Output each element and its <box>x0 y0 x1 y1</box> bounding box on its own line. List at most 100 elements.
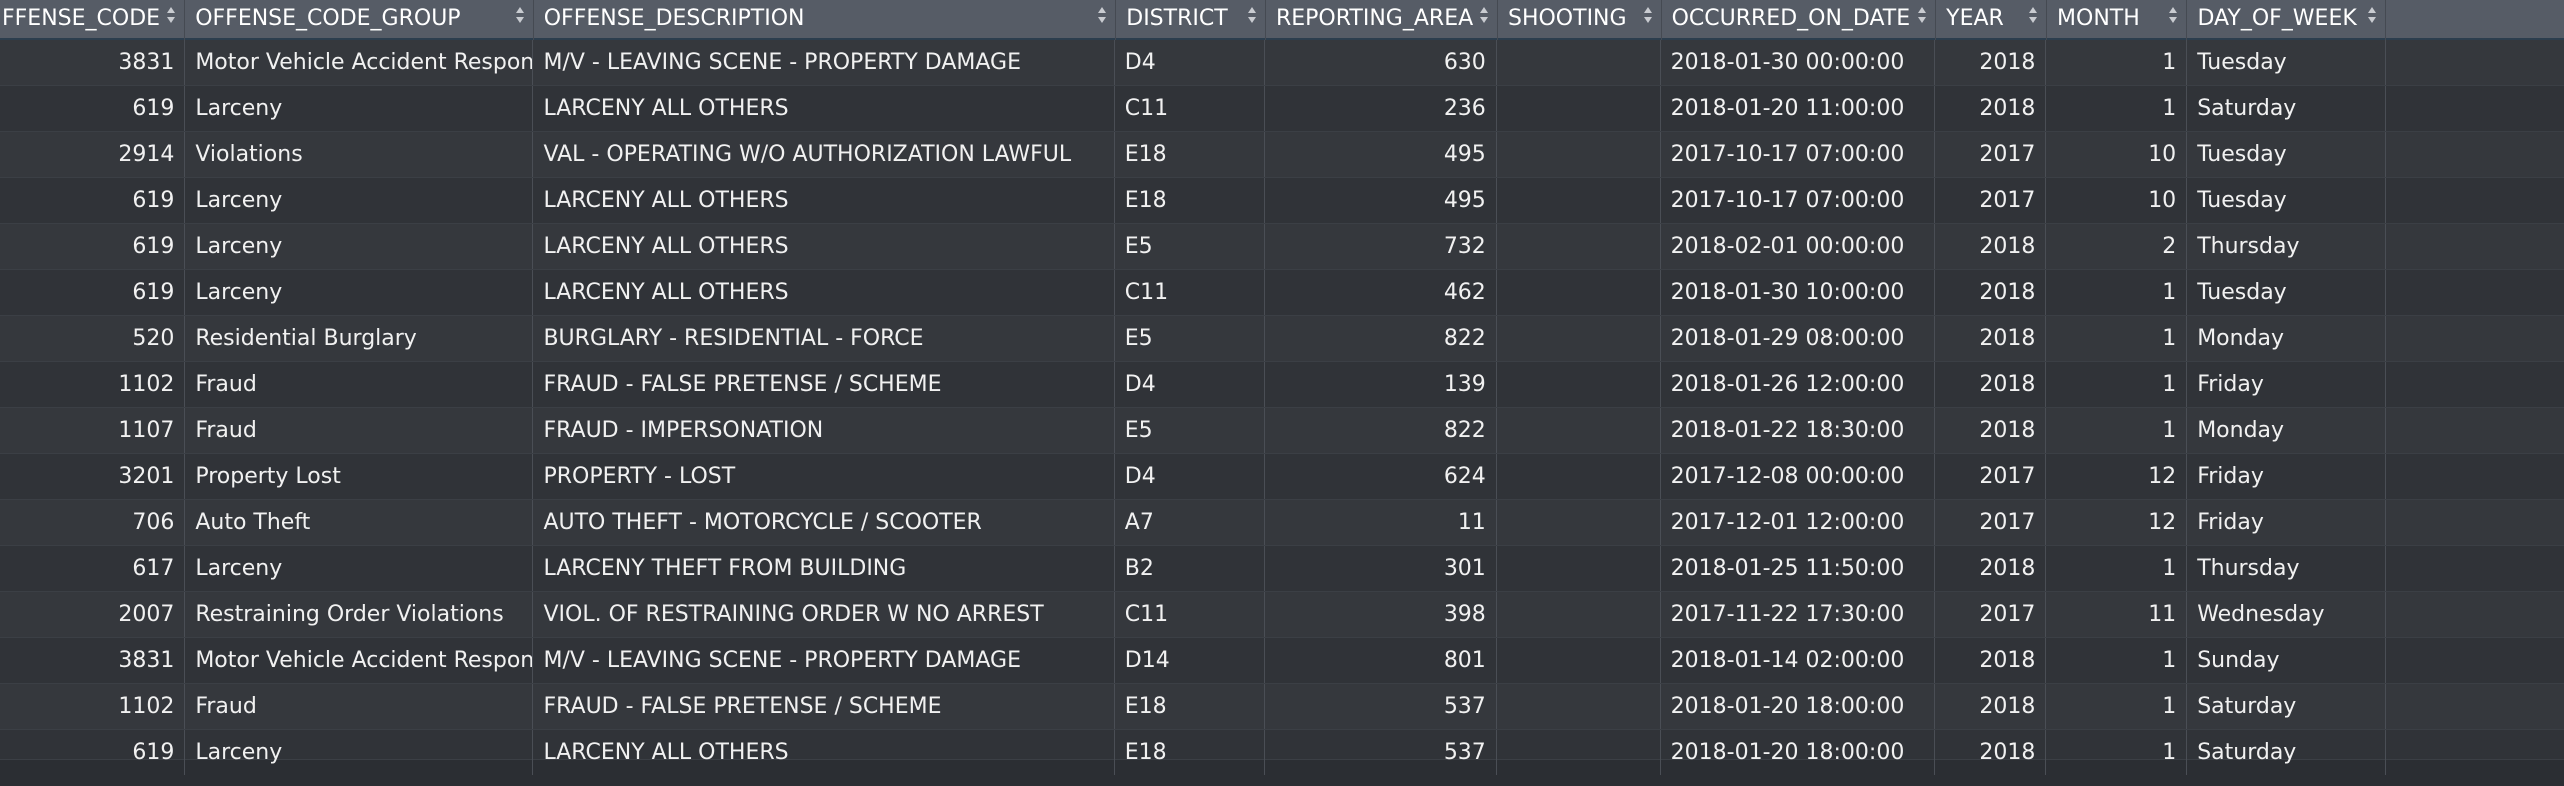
cell-shooting[interactable] <box>1497 638 1661 683</box>
cell-reporting-area[interactable]: 537 <box>1265 730 1497 775</box>
cell-offense-code-group[interactable]: Motor Vehicle Accident Response <box>185 40 534 85</box>
cell-shooting[interactable] <box>1497 500 1661 545</box>
cell-extra[interactable] <box>2386 408 2564 453</box>
cell-offense-description[interactable]: VIOL. OF RESTRAINING ORDER W NO ARREST <box>533 592 1115 637</box>
cell-offense-code[interactable]: 619 <box>0 86 186 131</box>
cell-district[interactable]: D4 <box>1115 40 1265 85</box>
cell-offense-code-group[interactable]: Larceny <box>185 546 534 591</box>
cell-shooting[interactable] <box>1497 132 1661 177</box>
column-header-occurred-on-date[interactable]: OCCURRED_ON_DATE <box>1662 0 1937 40</box>
cell-extra[interactable] <box>2386 684 2564 729</box>
cell-year[interactable]: 2017 <box>1935 500 2047 545</box>
cell-year[interactable]: 2017 <box>1935 178 2047 223</box>
cell-shooting[interactable] <box>1497 454 1661 499</box>
cell-offense-description[interactable]: M/V - LEAVING SCENE - PROPERTY DAMAGE <box>533 40 1115 85</box>
cell-offense-code-group[interactable]: Larceny <box>185 86 534 131</box>
cell-month[interactable]: 1 <box>2046 316 2188 361</box>
cell-reporting-area[interactable]: 537 <box>1265 684 1497 729</box>
table-row[interactable]: 520 Residential Burglary BURGLARY - RESIDE… <box>0 316 2564 362</box>
cell-reporting-area[interactable]: 822 <box>1265 316 1497 361</box>
cell-year[interactable]: 2018 <box>1935 86 2047 131</box>
cell-district[interactable]: A7 <box>1115 500 1265 545</box>
cell-occurred-on-date[interactable]: 2017-10-17 07:00:00 <box>1661 178 1936 223</box>
cell-shooting[interactable] <box>1497 86 1661 131</box>
cell-extra[interactable] <box>2386 40 2564 85</box>
cell-offense-code-group[interactable]: Fraud <box>185 408 534 453</box>
cell-shooting[interactable] <box>1497 40 1661 85</box>
cell-day-of-week[interactable]: Monday <box>2187 408 2387 453</box>
cell-district[interactable]: E18 <box>1115 730 1265 775</box>
column-header-reporting-area[interactable]: REPORTING_AREA <box>1266 0 1498 40</box>
cell-extra[interactable] <box>2386 316 2564 361</box>
cell-month[interactable]: 1 <box>2046 546 2188 591</box>
sort-updown-icon[interactable] <box>515 4 525 26</box>
cell-extra[interactable] <box>2386 592 2564 637</box>
cell-offense-code-group[interactable]: Violations <box>185 132 534 177</box>
cell-occurred-on-date[interactable]: 2018-01-20 18:00:00 <box>1661 684 1936 729</box>
cell-offense-description[interactable]: FRAUD - IMPERSONATION <box>533 408 1115 453</box>
cell-reporting-area[interactable]: 495 <box>1265 178 1497 223</box>
cell-reporting-area[interactable]: 11 <box>1265 500 1497 545</box>
cell-offense-code[interactable]: 619 <box>0 730 186 775</box>
cell-offense-description[interactable]: LARCENY THEFT FROM BUILDING <box>533 546 1115 591</box>
cell-offense-description[interactable]: PROPERTY - LOST <box>533 454 1115 499</box>
cell-offense-code[interactable]: 2007 <box>0 592 186 637</box>
cell-district[interactable]: E5 <box>1115 316 1265 361</box>
cell-year[interactable]: 2018 <box>1935 40 2047 85</box>
cell-month[interactable]: 10 <box>2046 178 2188 223</box>
sort-updown-icon[interactable] <box>1917 4 1927 26</box>
column-header-offense-code[interactable]: FFENSE_CODE <box>0 0 186 40</box>
cell-day-of-week[interactable]: Saturday <box>2187 86 2387 131</box>
sort-updown-icon[interactable] <box>2168 4 2178 26</box>
cell-occurred-on-date[interactable]: 2017-12-08 00:00:00 <box>1661 454 1936 499</box>
sort-updown-icon[interactable] <box>1097 4 1107 26</box>
cell-offense-description[interactable]: LARCENY ALL OTHERS <box>533 270 1115 315</box>
cell-day-of-week[interactable]: Friday <box>2187 454 2387 499</box>
cell-offense-code-group[interactable]: Fraud <box>185 362 534 407</box>
cell-offense-code-group[interactable]: Restraining Order Violations <box>185 592 534 637</box>
cell-occurred-on-date[interactable]: 2017-12-01 12:00:00 <box>1661 500 1936 545</box>
cell-month[interactable]: 1 <box>2046 362 2188 407</box>
cell-extra[interactable] <box>2386 224 2564 269</box>
cell-offense-code-group[interactable]: Larceny <box>185 224 534 269</box>
cell-offense-code[interactable]: 1102 <box>0 362 186 407</box>
cell-day-of-week[interactable]: Saturday <box>2187 684 2387 729</box>
cell-year[interactable]: 2018 <box>1935 362 2047 407</box>
cell-offense-code-group[interactable]: Residential Burglary <box>185 316 534 361</box>
cell-day-of-week[interactable]: Tuesday <box>2187 178 2387 223</box>
cell-reporting-area[interactable]: 801 <box>1265 638 1497 683</box>
cell-day-of-week[interactable]: Friday <box>2187 362 2387 407</box>
cell-reporting-area[interactable]: 822 <box>1265 408 1497 453</box>
cell-shooting[interactable] <box>1497 408 1661 453</box>
cell-offense-code[interactable]: 617 <box>0 546 186 591</box>
cell-shooting[interactable] <box>1497 362 1661 407</box>
cell-day-of-week[interactable]: Tuesday <box>2187 40 2387 85</box>
cell-extra[interactable] <box>2386 730 2564 775</box>
cell-district[interactable]: E18 <box>1115 684 1265 729</box>
cell-district[interactable]: C11 <box>1115 270 1265 315</box>
cell-offense-code[interactable]: 619 <box>0 224 186 269</box>
cell-extra[interactable] <box>2386 500 2564 545</box>
column-header-offense-code-group[interactable]: OFFENSE_CODE_GROUP <box>185 0 534 40</box>
cell-occurred-on-date[interactable]: 2017-10-17 07:00:00 <box>1661 132 1936 177</box>
cell-month[interactable]: 1 <box>2046 86 2188 131</box>
table-row[interactable]: 3831 Motor Vehicle Accident Response M/V -… <box>0 40 2564 86</box>
cell-month[interactable]: 10 <box>2046 132 2188 177</box>
cell-reporting-area[interactable]: 732 <box>1265 224 1497 269</box>
cell-offense-description[interactable]: LARCENY ALL OTHERS <box>533 86 1115 131</box>
cell-offense-code[interactable]: 3831 <box>0 638 186 683</box>
cell-offense-code-group[interactable]: Larceny <box>185 270 534 315</box>
cell-reporting-area[interactable]: 495 <box>1265 132 1497 177</box>
cell-offense-code-group[interactable]: Auto Theft <box>185 500 534 545</box>
cell-day-of-week[interactable]: Tuesday <box>2187 132 2387 177</box>
table-row[interactable]: 3831 Motor Vehicle Accident Response M/V -… <box>0 638 2564 684</box>
cell-offense-code-group[interactable]: Motor Vehicle Accident Response <box>185 638 534 683</box>
table-row[interactable]: 617 Larceny LARCENY THEFT FROM BUILDING B2 3… <box>0 546 2564 592</box>
cell-offense-code[interactable]: 619 <box>0 178 186 223</box>
cell-month[interactable]: 1 <box>2046 270 2188 315</box>
cell-reporting-area[interactable]: 398 <box>1265 592 1497 637</box>
cell-offense-description[interactable]: LARCENY ALL OTHERS <box>533 178 1115 223</box>
cell-district[interactable]: D4 <box>1115 362 1265 407</box>
cell-district[interactable]: E18 <box>1115 132 1265 177</box>
cell-occurred-on-date[interactable]: 2018-01-22 18:30:00 <box>1661 408 1936 453</box>
